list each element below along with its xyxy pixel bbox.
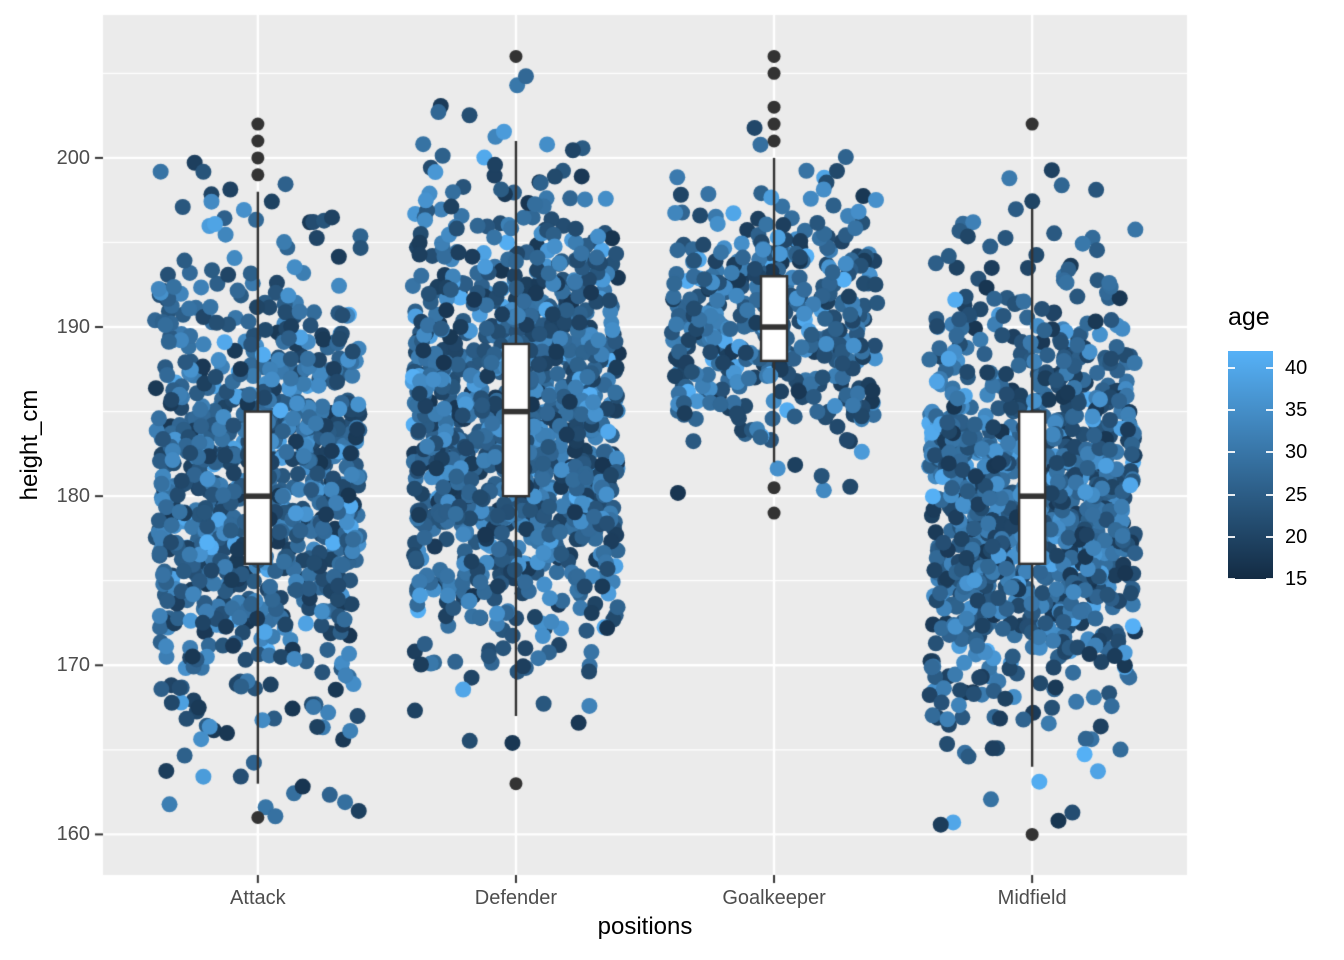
chart-figure: 200 190 180 170 160 Attack Defender Goalkeeper… xyxy=(0,0,1344,960)
jitter-boxplot-canvas xyxy=(0,0,1344,960)
